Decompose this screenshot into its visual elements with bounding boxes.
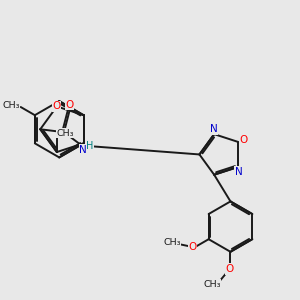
Text: O: O xyxy=(53,101,61,112)
Text: O: O xyxy=(240,134,248,145)
Text: O: O xyxy=(226,264,234,274)
Text: O: O xyxy=(188,242,196,252)
Text: CH₃: CH₃ xyxy=(2,101,20,110)
Text: H: H xyxy=(86,141,94,152)
Text: CH₃: CH₃ xyxy=(163,238,181,247)
Text: N: N xyxy=(80,145,87,155)
Text: O: O xyxy=(65,100,74,110)
Text: CH₃: CH₃ xyxy=(56,129,74,138)
Text: N: N xyxy=(235,167,242,177)
Text: CH₃: CH₃ xyxy=(203,280,220,289)
Text: N: N xyxy=(210,124,218,134)
